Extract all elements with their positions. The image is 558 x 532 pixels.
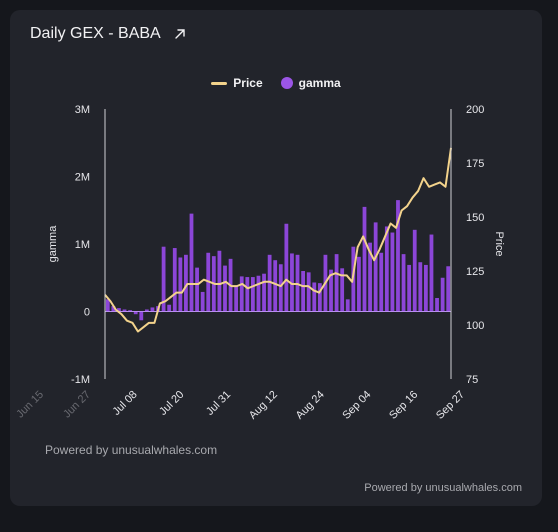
- chart-axes: [104, 109, 452, 379]
- gamma-bar: [412, 229, 417, 312]
- legend-item-gamma[interactable]: gamma: [280, 76, 341, 90]
- gamma-bar: [223, 265, 227, 312]
- gamma-bar: [407, 264, 412, 312]
- gamma-bar: [273, 260, 278, 312]
- gamma-bar: [133, 311, 138, 315]
- gamma-bar: [256, 275, 261, 312]
- right-tick-label: 125: [466, 266, 484, 278]
- legend-gamma-label: gamma: [298, 76, 341, 90]
- left-tick-label: 3M: [75, 104, 90, 116]
- gamma-bar: [306, 272, 311, 312]
- right-tick-label: 200: [466, 104, 484, 116]
- gamma-bar: [111, 306, 116, 312]
- gex-chart: 3M 2M 1M 0 -1M 200 175 150 125 100 75 Jun 15 Jun 2…: [14, 104, 505, 422]
- gamma-bar: [161, 246, 166, 312]
- external-link-icon[interactable]: [173, 27, 187, 41]
- gamma-bar: [167, 304, 172, 312]
- gamma-bar: [172, 248, 177, 312]
- x-tick-label: Sep 04: [340, 389, 373, 422]
- left-axis-ticks: 3M 2M 1M 0 -1M: [71, 104, 90, 386]
- right-axis-ticks: 200 175 150 125 100 75: [466, 104, 484, 386]
- chart-title: Daily GEX - BABA: [30, 25, 161, 42]
- gamma-bar: [217, 250, 222, 312]
- gamma-bar: [418, 262, 423, 312]
- gamma-bar: [357, 256, 361, 312]
- right-tick-label: 175: [466, 158, 484, 170]
- gamma-bar: [250, 277, 255, 312]
- legend-item-price[interactable]: Price: [211, 76, 263, 90]
- gamma-bar: [284, 223, 289, 312]
- powered-by-secondary[interactable]: Powered by unusualwhales.com: [364, 482, 522, 494]
- left-tick-label: 1M: [75, 239, 90, 251]
- chart-card: Daily GEX - BABA Price gamma 3M 2M 1M 0 -1M …: [10, 10, 542, 506]
- gamma-bar: [301, 271, 306, 312]
- x-tick-label: Jul 08: [110, 389, 139, 418]
- price-line: [104, 147, 452, 333]
- gamma-bar: [239, 276, 244, 312]
- gamma-bar: [245, 277, 250, 312]
- x-axis-ticks: Jun 15 Jun 27 Jul 08 Jul 20 Jul 31 Aug 12 Aug …: [14, 389, 467, 422]
- x-tick-label: Sep 16: [387, 389, 420, 422]
- gamma-bar: [290, 253, 294, 312]
- legend-price-label: Price: [233, 76, 263, 90]
- gamma-bar: [312, 282, 317, 312]
- gamma-bar: [435, 298, 439, 312]
- gamma-bar: [368, 242, 372, 312]
- gamma-bar: [440, 277, 445, 312]
- gamma-bar: [345, 299, 350, 312]
- right-axis-title: Price: [493, 231, 505, 256]
- gamma-bar: [423, 264, 428, 312]
- right-tick-label: 75: [466, 374, 478, 386]
- powered-by-primary[interactable]: Powered by unusualwhales.com: [45, 443, 218, 457]
- gamma-bar: [390, 232, 395, 312]
- gamma-bar: [334, 254, 339, 312]
- gamma-bars: [105, 200, 451, 321]
- gamma-bar: [105, 299, 110, 312]
- right-tick-label: 150: [466, 212, 484, 224]
- gamma-bar: [340, 268, 345, 312]
- gamma-bar: [384, 226, 389, 312]
- gamma-bar: [329, 269, 333, 312]
- x-tick-label: Aug 12: [247, 389, 280, 422]
- x-tick-label: Jul 31: [204, 389, 233, 418]
- gamma-bar: [122, 309, 127, 312]
- gamma-bar: [144, 309, 149, 312]
- price-line-group: [104, 147, 452, 333]
- gamma-bar: [150, 307, 155, 312]
- gamma-bar: [429, 234, 434, 312]
- gamma-bar: [234, 285, 239, 312]
- gamma-bar: [401, 254, 406, 312]
- gamma-bar: [379, 252, 384, 312]
- gamma-bar: [362, 206, 367, 312]
- x-tick-label: Aug 24: [294, 389, 327, 422]
- gamma-bar: [195, 267, 199, 312]
- gamma-bar: [317, 283, 322, 312]
- gamma-bar: [278, 264, 283, 312]
- title-row: Daily GEX - BABA: [30, 25, 187, 43]
- chart-legend: Price gamma: [10, 76, 542, 90]
- right-tick-label: 100: [466, 320, 484, 332]
- gamma-bar: [128, 310, 133, 312]
- gamma-bar: [178, 257, 183, 312]
- gamma-bar: [396, 200, 400, 312]
- x-tick-label: Sep 27: [434, 389, 467, 422]
- left-tick-label: 2M: [75, 172, 90, 184]
- gamma-bar: [200, 291, 205, 312]
- gamma-bar: [189, 213, 194, 312]
- gamma-bar: [446, 266, 451, 312]
- gamma-bar: [139, 311, 144, 321]
- gamma-bar: [373, 222, 378, 312]
- x-tick-label: Jun 27: [61, 389, 93, 421]
- gamma-dot-swatch: [280, 77, 293, 89]
- x-tick-label: Jul 20: [157, 389, 186, 418]
- gamma-bar: [262, 273, 266, 312]
- gamma-bar: [184, 254, 188, 312]
- left-tick-label: 0: [84, 307, 90, 319]
- gamma-bar: [117, 308, 121, 312]
- left-axis-title: gamma: [47, 225, 59, 263]
- left-tick-label: -1M: [71, 374, 90, 386]
- gamma-bar: [267, 254, 272, 312]
- x-tick-label: Jun 15: [14, 389, 46, 421]
- price-line-swatch: [211, 81, 228, 85]
